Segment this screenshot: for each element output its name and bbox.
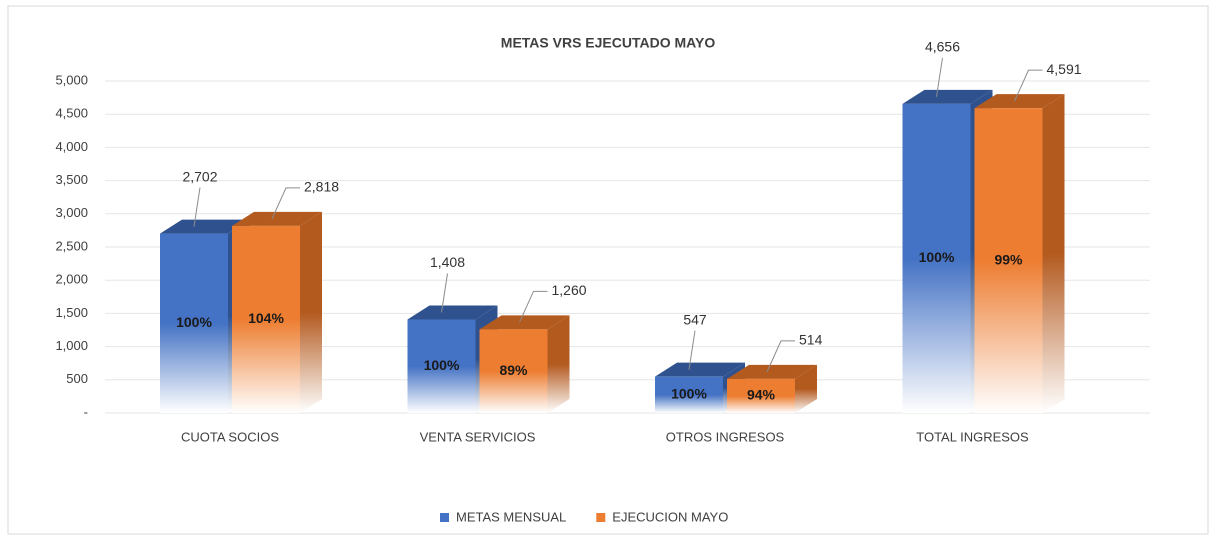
bar-top [479, 315, 570, 330]
bar-top [902, 89, 993, 104]
bar-top [407, 305, 498, 320]
y-tick-label: 2,000 [55, 272, 88, 287]
value-label: 2,818 [304, 179, 339, 195]
bar-top [160, 219, 250, 234]
bar-side [795, 364, 817, 413]
leader-line [441, 273, 448, 313]
legend-swatch [440, 513, 449, 522]
percent-label: 100% [424, 357, 460, 373]
x-tick-label: VENTA SERVICIOS [420, 429, 536, 444]
y-tick-label: 1,500 [55, 305, 88, 320]
y-tick-label: 4,000 [55, 139, 88, 154]
percent-label: 100% [919, 249, 955, 265]
legend-label: EJECUCION MAYO [612, 509, 728, 524]
percent-label: 94% [747, 387, 776, 403]
bar-top [974, 94, 1065, 109]
bar-side [300, 211, 322, 413]
x-tick-label: OTROS INGRESOS [666, 429, 785, 444]
leader-line [766, 340, 795, 373]
y-tick-label: 3,000 [55, 205, 88, 220]
chart-title: METAS VRS EJECUTADO MAYO [501, 35, 716, 51]
value-label: 1,260 [552, 282, 587, 298]
bar [655, 376, 723, 413]
bar [902, 103, 971, 413]
x-tick-label: TOTAL INGRESOS [916, 429, 1029, 444]
leader-line [519, 290, 548, 323]
bar [160, 233, 228, 413]
bar [232, 225, 300, 413]
y-tick-label: 500 [66, 371, 88, 386]
value-label: 4,591 [1047, 61, 1082, 77]
legend-label: METAS MENSUAL [456, 509, 566, 524]
bar-top [232, 211, 322, 226]
y-tick-label: 2,500 [55, 238, 88, 253]
leader-line [1014, 69, 1043, 102]
legend-swatch [596, 513, 606, 522]
value-label: 4,656 [925, 39, 960, 55]
bar [974, 108, 1043, 414]
bar-side [1042, 94, 1065, 414]
y-tick-label: - [84, 404, 88, 419]
percent-label: 89% [499, 362, 528, 378]
y-tick-label: 1,000 [55, 338, 88, 353]
x-tick-label: CUOTA SOCIOS [181, 429, 279, 444]
y-tick-label: 4,500 [55, 106, 88, 121]
leader-line [688, 330, 696, 370]
value-label: 547 [683, 311, 707, 327]
bar [727, 378, 795, 413]
percent-label: 100% [176, 314, 212, 330]
value-label: 2,702 [182, 168, 217, 184]
bar [407, 319, 476, 413]
value-label: 1,408 [430, 254, 465, 270]
percent-label: 104% [248, 310, 284, 326]
bar-side [547, 315, 570, 413]
leader-line [193, 187, 201, 227]
bar-top [655, 362, 745, 377]
y-tick-label: 3,500 [55, 172, 88, 187]
value-label: 514 [799, 332, 823, 348]
y-tick-label: 5,000 [55, 72, 88, 87]
percent-label: 99% [994, 251, 1023, 267]
bar-top [727, 364, 817, 379]
bar [479, 329, 548, 413]
leader-line [936, 57, 943, 97]
leader-line [271, 187, 300, 220]
percent-label: 100% [671, 386, 707, 402]
